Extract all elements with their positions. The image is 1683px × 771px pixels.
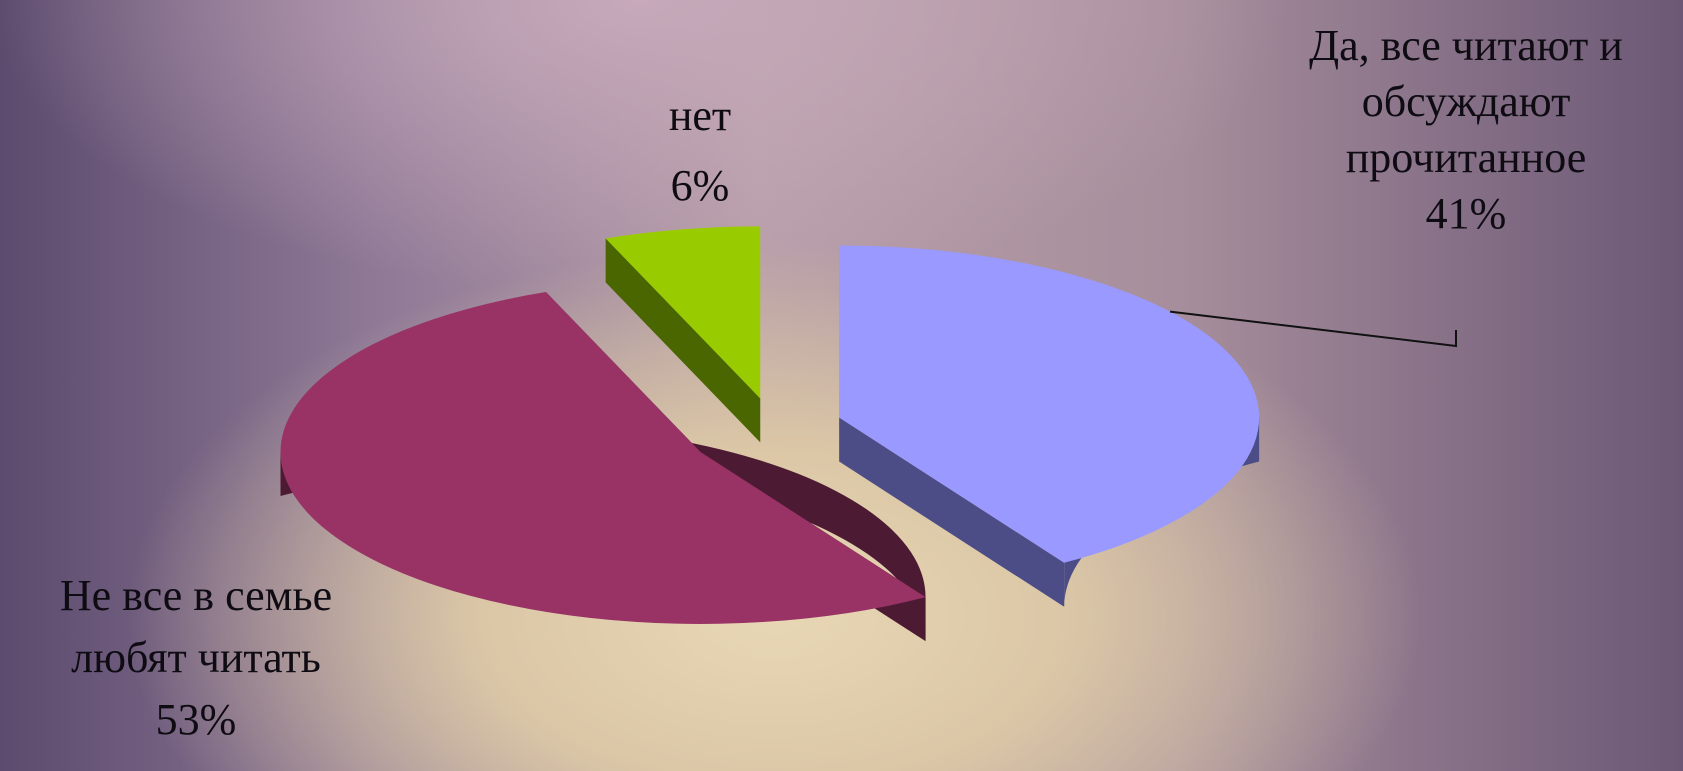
slice-0-cut-side-1 — [839, 417, 1065, 607]
slice-tops — [280, 226, 1260, 624]
slice-1-percent-label: 6% — [671, 161, 730, 210]
slice-2-top — [280, 292, 926, 624]
slice-0-label-line: прочитанное — [1346, 133, 1587, 182]
slice-0-percent-label: 41% — [1426, 189, 1507, 238]
slice-0-label-line: обсуждают — [1362, 77, 1571, 126]
slice-2-label-line: Не все в семье — [60, 571, 332, 620]
slice-labels: Да, все читают и обсуждают прочитанное 41% Н… — [60, 21, 1623, 744]
slice-0-leader-line — [1169, 310, 1457, 348]
slice-2-percent-label: 53% — [156, 695, 237, 744]
slice-1-cut-side-0 — [605, 238, 761, 443]
slice-1-label-line: нет — [669, 91, 731, 140]
slice-1-top — [605, 226, 761, 399]
slice-0-top — [839, 245, 1260, 563]
slice-2-outer-side — [280, 425, 926, 642]
slice-2-label-line: любят читать — [71, 633, 321, 682]
leader-lines — [1169, 310, 1457, 348]
slice-0-label-line: Да, все читают и — [1309, 21, 1623, 70]
